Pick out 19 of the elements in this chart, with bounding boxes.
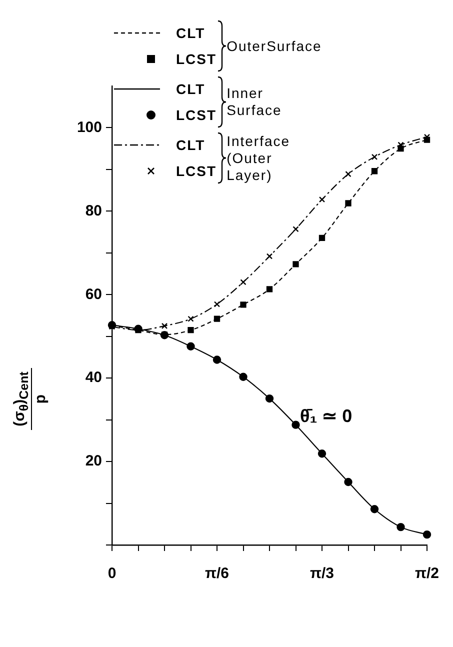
x-tick-label: π/3	[310, 565, 334, 582]
legend-label: LCST	[176, 163, 217, 179]
legend-label: LCST	[176, 51, 217, 67]
annotation: θ̄₁ ≃ 0	[300, 405, 352, 427]
legend-label: CLT	[176, 81, 206, 97]
x-tick-label: π/2	[415, 565, 440, 582]
legend-label: CLT	[176, 25, 206, 41]
x-tick-label: π/6	[205, 565, 229, 582]
legend-label: LCST	[176, 107, 217, 123]
y-tick-label: 60	[85, 286, 102, 303]
y-tick-label: 40	[85, 369, 102, 386]
annotation: Interface (Outer Layer)	[226, 132, 292, 184]
y-tick-label: 80	[85, 202, 102, 220]
legend-label: CLT	[176, 137, 206, 153]
annotation: Inner Surface	[226, 85, 283, 119]
text: OuterSurface	[226, 38, 322, 54]
x-tick-label: 0	[108, 565, 116, 582]
y-tick-label: 100	[76, 118, 102, 136]
y-tick-label: 20	[85, 452, 102, 470]
